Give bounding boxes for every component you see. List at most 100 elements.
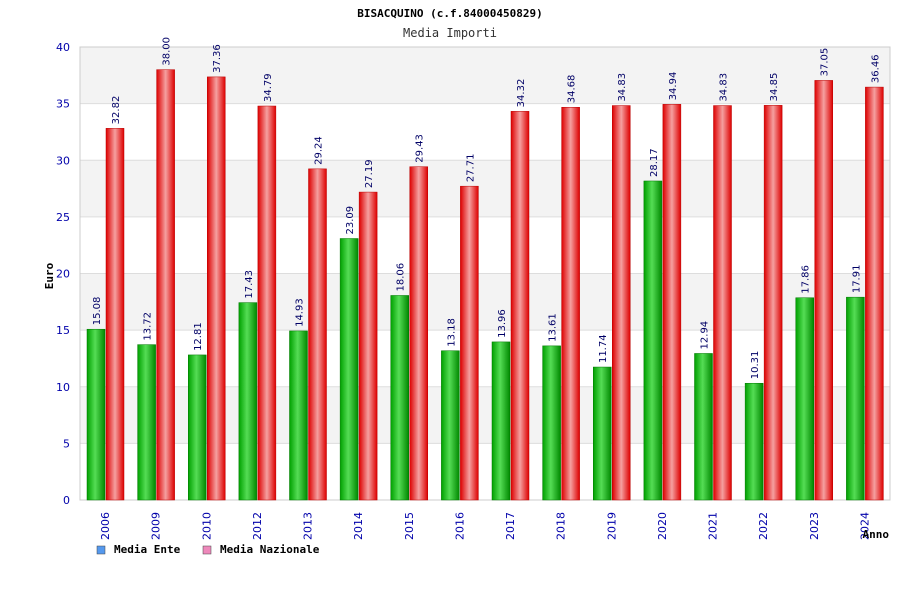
y-tick-label: 35 xyxy=(56,98,70,111)
value-label: 34.79 xyxy=(263,73,274,102)
chart-subtitle: Media Importi xyxy=(403,26,497,40)
x-tick-label: 2020 xyxy=(656,512,669,540)
y-tick-label: 30 xyxy=(56,154,70,167)
value-label: 17.43 xyxy=(244,270,255,299)
value-label: 34.85 xyxy=(769,73,780,102)
value-label: 34.83 xyxy=(719,73,730,102)
bar-media-ente-2015 xyxy=(390,295,409,501)
value-label: 15.08 xyxy=(92,297,103,326)
bar-media-nazionale-2014 xyxy=(358,191,378,501)
x-tick-label: 2022 xyxy=(757,512,770,540)
bar-media-ente-2024 xyxy=(846,296,865,501)
legend-label-media-nazionale: Media Nazionale xyxy=(220,543,320,556)
bar-media-nazionale-2016 xyxy=(460,185,479,501)
value-label: 13.72 xyxy=(143,312,154,341)
x-tick-label: 2018 xyxy=(555,512,568,540)
x-tick-label: 2010 xyxy=(200,512,213,540)
value-label: 14.93 xyxy=(295,298,306,327)
x-tick-label: 2021 xyxy=(707,512,720,540)
y-tick-label: 0 xyxy=(63,494,70,507)
bar-media-nazionale-2017 xyxy=(510,111,530,501)
bar-media-ente-2009 xyxy=(137,344,156,501)
value-label: 12.94 xyxy=(700,321,711,350)
value-label: 34.83 xyxy=(617,73,628,102)
x-tick-label: 2017 xyxy=(504,512,517,540)
value-label: 27.71 xyxy=(465,154,476,183)
value-label: 11.74 xyxy=(598,334,609,363)
value-label: 38.00 xyxy=(162,37,173,66)
value-label: 13.18 xyxy=(446,318,457,347)
value-label: 13.61 xyxy=(548,313,559,342)
y-axis-ticks: 0 5 10 15 20 25 30 35 40 xyxy=(56,41,70,507)
bar-media-nazionale-2006 xyxy=(105,128,125,501)
legend-swatch-media-nazionale xyxy=(202,545,212,555)
x-axis-label: Anno xyxy=(863,528,890,541)
y-tick-label: 25 xyxy=(56,211,70,224)
bar-media-ente-2021 xyxy=(694,353,713,501)
bar-media-ente-2017 xyxy=(491,341,511,501)
bar-media-ente-2022 xyxy=(744,382,764,501)
bar-media-nazionale-2022 xyxy=(763,105,783,501)
bar-media-nazionale-2018 xyxy=(561,106,580,501)
bar-media-nazionale-2010 xyxy=(207,76,226,501)
x-tick-label: 2019 xyxy=(605,512,618,540)
x-tick-label: 2024 xyxy=(858,512,871,540)
value-label: 13.96 xyxy=(497,309,508,338)
bar-media-nazionale-2009 xyxy=(156,69,175,501)
value-label: 37.05 xyxy=(820,48,831,77)
value-label: 17.86 xyxy=(801,265,812,294)
value-label: 34.94 xyxy=(668,72,679,101)
bar-media-ente-2013 xyxy=(289,330,308,501)
value-label: 28.17 xyxy=(649,148,660,177)
value-label: 18.06 xyxy=(396,263,407,292)
bar-media-nazionale-2019 xyxy=(612,105,631,501)
legend-label-media-ente: Media Ente xyxy=(114,543,181,556)
value-label: 32.82 xyxy=(111,96,122,125)
bar-media-ente-2016 xyxy=(441,350,460,501)
bar-media-ente-2018 xyxy=(542,345,561,501)
y-tick-label: 15 xyxy=(56,324,70,337)
value-label: 37.36 xyxy=(212,44,223,73)
bar-media-nazionale-2023 xyxy=(814,80,833,501)
x-tick-label: 2009 xyxy=(150,512,163,540)
value-label: 12.81 xyxy=(193,322,204,351)
value-label: 29.24 xyxy=(314,136,325,165)
legend-swatch-media-ente xyxy=(96,545,106,555)
plot-border xyxy=(79,46,891,501)
bar-media-ente-2012 xyxy=(238,302,258,501)
value-label: 17.91 xyxy=(851,265,862,294)
value-label: 23.09 xyxy=(345,206,356,235)
chart-title: BISACQUINO (c.f.84000450829) xyxy=(357,7,542,20)
x-axis-ticks: 2006 2009 2010 2012 2013 2014 2015 2016 2017 2018… xyxy=(99,512,871,540)
bar-media-ente-2006 xyxy=(86,328,106,501)
y-tick-label: 40 xyxy=(56,41,70,54)
bar-media-nazionale-2024 xyxy=(865,86,884,501)
bar-media-ente-2019 xyxy=(593,366,612,501)
y-tick-label: 5 xyxy=(63,437,70,450)
x-tick-label: 2016 xyxy=(453,512,466,540)
legend: Media Ente Media Nazionale xyxy=(96,543,320,556)
x-tick-label: 2023 xyxy=(808,512,821,540)
bar-media-nazionale-2021 xyxy=(713,105,732,501)
value-label: 29.43 xyxy=(415,134,426,163)
bars xyxy=(86,69,884,501)
value-label: 34.68 xyxy=(567,75,578,104)
value-label: 27.19 xyxy=(364,159,375,188)
value-label: 34.32 xyxy=(516,79,527,108)
bar-media-ente-2014 xyxy=(339,238,359,501)
bar-media-nazionale-2015 xyxy=(409,166,428,501)
bar-media-ente-2010 xyxy=(188,354,207,501)
value-label: 10.31 xyxy=(750,351,761,380)
bar-media-nazionale-2020 xyxy=(662,104,682,501)
y-tick-label: 20 xyxy=(56,268,70,281)
value-labels: 15.08 32.82 13.72 38.00 12.81 37.36 17.43 34.79… xyxy=(92,37,881,379)
bar-media-nazionale-2012 xyxy=(257,105,277,501)
x-tick-label: 2006 xyxy=(99,512,112,540)
value-label: 36.46 xyxy=(870,54,881,83)
x-tick-label: 2015 xyxy=(403,512,416,540)
x-tick-label: 2012 xyxy=(251,512,264,540)
bar-media-ente-2020 xyxy=(643,180,663,501)
bar-media-ente-2023 xyxy=(795,297,814,501)
y-axis-label: Euro xyxy=(43,262,56,289)
